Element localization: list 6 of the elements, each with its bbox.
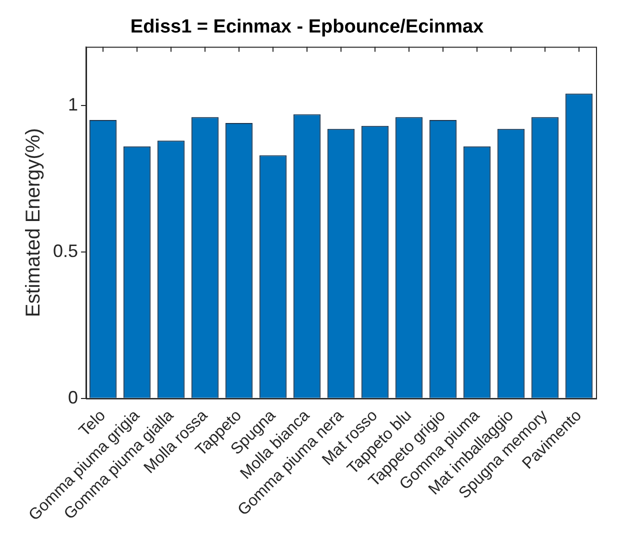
y-tick-label: 0 [68,387,78,408]
x-tick-label: Telo [76,407,110,440]
chart-title: Ediss1 = Ecinmax - Epbounce/Ecinmax [130,16,484,38]
y-axis-title: Estimated Energy(%) [22,128,45,318]
y-tick-label: 0.5 [52,240,78,261]
y-tick-label: 1 [68,94,78,114]
